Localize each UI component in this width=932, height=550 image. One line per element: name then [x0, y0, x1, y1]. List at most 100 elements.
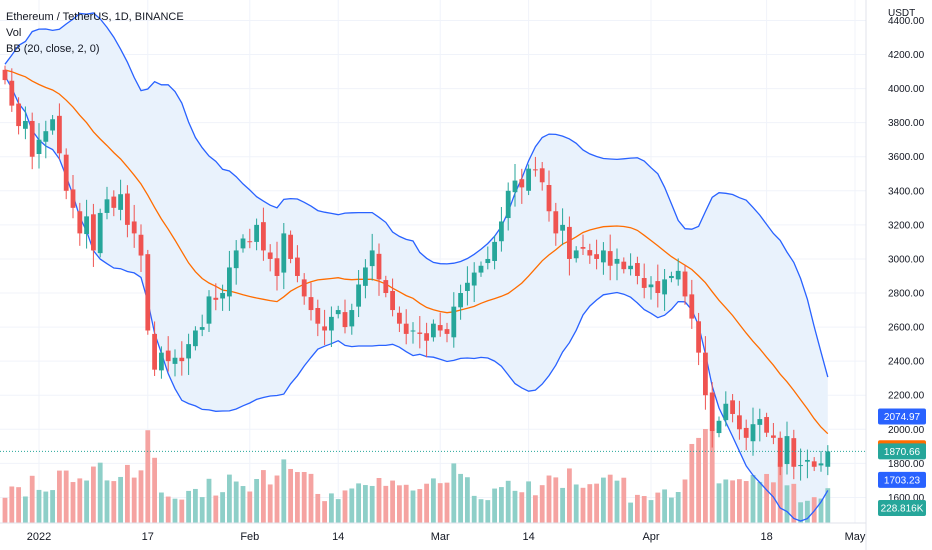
volume-bar: [635, 494, 640, 523]
candle-body: [431, 323, 436, 338]
volume-tag-box: [878, 500, 926, 516]
candle-body: [478, 265, 484, 273]
time-axis[interactable]: 202217Feb14Mar14Apr18May16Jun13: [27, 531, 932, 543]
candle: [410, 322, 416, 344]
candle: [825, 445, 831, 476]
candle-body: [539, 168, 545, 183]
price-axis[interactable]: 1600.00 1800.00 2000.00 2200.00 2400.00 2600.…: [888, 16, 925, 504]
candle: [512, 164, 518, 207]
candle-body: [451, 306, 457, 338]
candle: [261, 207, 266, 261]
candle-body: [417, 332, 423, 334]
candle: [23, 106, 28, 140]
candle-body: [635, 263, 640, 276]
candle: [254, 218, 259, 251]
candle-body: [335, 310, 341, 315]
date-tick-label: Apr: [642, 531, 659, 543]
candle: [329, 306, 334, 348]
candle: [390, 278, 395, 317]
candle: [349, 303, 355, 335]
volume-bar: [199, 497, 205, 523]
candle-body: [43, 131, 49, 142]
candle: [91, 203, 96, 267]
price-tick-label: 3000.00: [888, 254, 925, 265]
candle: [573, 246, 579, 263]
candle: [675, 258, 681, 286]
price-tick-label: 3600.00: [888, 152, 925, 163]
candle: [118, 179, 123, 221]
volume-bar: [730, 480, 735, 523]
candle: [553, 202, 559, 246]
volume-bar: [9, 486, 15, 523]
candle: [580, 234, 586, 256]
candle: [43, 120, 49, 159]
candle-body: [424, 333, 429, 341]
candle-body: [267, 252, 273, 259]
bollinger-indicator-label[interactable]: BB (20, close, 2, 0): [6, 43, 100, 55]
volume-bar: [628, 502, 633, 523]
volume-bar: [546, 475, 552, 523]
volume-bar: [567, 468, 572, 523]
volume-bar: [254, 479, 259, 523]
candle-body: [220, 293, 225, 299]
candle-body: [716, 420, 722, 434]
candle-body: [247, 241, 253, 243]
candle-body: [492, 241, 497, 261]
candle-body: [165, 350, 171, 362]
volume-bar: [91, 466, 96, 523]
candle-body: [193, 330, 198, 347]
candle-body: [199, 327, 205, 330]
volume-bar: [363, 485, 368, 523]
lower-band-tag-text: 1703.23: [884, 475, 921, 486]
candle: [628, 253, 633, 276]
volume-bar: [424, 483, 429, 523]
candle-body: [689, 294, 695, 319]
volume-bar: [410, 490, 416, 523]
candle-body: [641, 278, 647, 288]
candle: [743, 419, 749, 451]
candle-body: [206, 296, 212, 324]
candle: [29, 112, 35, 170]
volume-bar: [465, 477, 470, 523]
volume-bar: [308, 473, 314, 523]
candle-body: [471, 272, 477, 286]
candle: [587, 243, 593, 264]
volume-bar: [247, 491, 253, 523]
volume-bar: [601, 477, 606, 523]
bollinger-upper-line: [4, 12, 829, 378]
candle-body: [50, 119, 55, 131]
candle-body: [172, 357, 178, 364]
volume-indicator-label[interactable]: Vol: [6, 27, 22, 39]
candle-body: [9, 80, 15, 106]
candle-body: [240, 238, 246, 249]
candle-body: [682, 271, 688, 297]
candle-body: [159, 352, 164, 371]
symbol-title[interactable]: Ethereum / TetherUS, 1D, BINANCE: [6, 11, 184, 23]
candle-body: [397, 312, 402, 324]
volume-bar: [614, 480, 620, 523]
candle-body: [648, 284, 654, 288]
volume-bar: [784, 485, 790, 523]
date-tick-label: Feb: [240, 531, 259, 543]
volume-bar: [485, 500, 491, 523]
candle: [539, 162, 545, 191]
volume-bar: [669, 497, 674, 523]
last-price-tag-text: 1870.66: [884, 447, 921, 458]
candle-body: [818, 463, 824, 466]
candle-body: [104, 199, 110, 213]
date-tick-label: Mar: [431, 531, 450, 543]
upper-band-tag: 2074.97: [878, 408, 926, 425]
candle: [403, 309, 409, 345]
candle: [709, 382, 715, 448]
candle-body: [410, 330, 416, 332]
candle: [199, 314, 205, 337]
volume-bar: [492, 488, 497, 523]
candle-body: [390, 290, 395, 311]
candle: [424, 322, 429, 358]
candle: [97, 208, 103, 258]
volume-bar: [771, 482, 776, 523]
candle-body: [329, 316, 334, 331]
volume-bar: [220, 492, 225, 523]
volume-bar: [206, 478, 212, 523]
